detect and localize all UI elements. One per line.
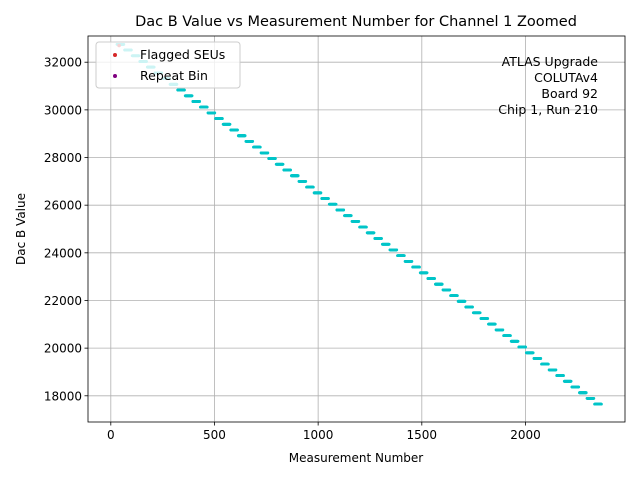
grid-lines: [88, 36, 625, 422]
data-point: [569, 379, 573, 383]
data-point: [342, 208, 346, 212]
data-point: [357, 219, 361, 223]
data-point: [266, 151, 270, 155]
data-point: [486, 317, 490, 320]
annotation-line-3: Board 92: [541, 86, 598, 101]
data-point: [327, 197, 330, 200]
y-axis-label: Dac B Value: [14, 193, 28, 265]
legend-label-repeat-bin: Repeat Bin: [140, 68, 208, 83]
data-point: [334, 202, 338, 206]
data-point: [311, 185, 315, 189]
data-point: [584, 391, 588, 395]
data-point: [501, 328, 505, 332]
data-point: [562, 374, 565, 377]
y-tick-label: 20000: [44, 342, 82, 356]
data-point: [281, 162, 285, 166]
data-point: [380, 237, 383, 240]
data-point: [220, 117, 224, 120]
data-point: [410, 259, 414, 263]
data-point: [205, 105, 209, 109]
data-point: [289, 168, 292, 172]
data-point: [478, 311, 482, 315]
data-point: [236, 128, 239, 132]
annotation-line-4: Chip 1, Run 210: [498, 102, 598, 117]
y-tick-label: 32000: [44, 56, 82, 70]
data-point: [372, 231, 376, 235]
data-point: [493, 322, 497, 326]
y-tick-label: 18000: [44, 389, 82, 403]
data-point: [539, 357, 543, 360]
data-point: [274, 157, 277, 160]
data-point: [471, 305, 474, 309]
data-point: [213, 111, 217, 115]
data-point: [319, 191, 323, 195]
legend: Flagged SEUs Repeat Bin: [95, 41, 241, 89]
data-point: [349, 214, 353, 218]
data-point: [258, 145, 262, 149]
data-point: [418, 265, 421, 269]
data-point: [365, 225, 368, 229]
data-point: [183, 88, 186, 92]
data-point: [190, 94, 194, 98]
data-point: [228, 122, 232, 126]
data-point: [455, 294, 459, 298]
y-tick-label: 28000: [44, 151, 82, 165]
data-point: [251, 140, 255, 143]
data-point: [509, 334, 512, 337]
data-point: [243, 134, 247, 138]
annotation-line-1: ATLAS Upgrade: [502, 54, 599, 69]
x-tick-label: 2000: [510, 428, 541, 442]
x-axis-label: Measurement Number: [289, 451, 423, 465]
data-point: [198, 100, 202, 103]
x-tick-label: 500: [203, 428, 226, 442]
legend-label-flagged-seus: Flagged SEUs: [140, 47, 225, 62]
axis-ticks: 0 500 1000 1500 2000 18000 20000 22000 24000 2600…: [44, 56, 541, 442]
legend-marker-repeat-bin: [113, 74, 117, 78]
legend-frame: [95, 41, 241, 89]
chart-title: Dac B Value vs Measurement Number for Ch…: [135, 14, 577, 30]
legend-marker-flagged-seus: [113, 53, 117, 57]
x-tick-label: 1500: [407, 428, 438, 442]
data-point: [395, 248, 399, 252]
data-point: [433, 277, 437, 280]
data-point: [425, 271, 429, 275]
x-tick-label: 0: [107, 428, 115, 442]
plot-frame: [87, 35, 626, 423]
y-tick-label: 26000: [44, 199, 82, 213]
y-tick-label: 22000: [44, 294, 82, 308]
data-point: [524, 345, 527, 349]
data-point: [402, 254, 406, 258]
data-point: [448, 288, 452, 292]
data-point: [304, 180, 308, 183]
x-tick-label: 1000: [303, 428, 334, 442]
data-point: [546, 362, 550, 366]
data-point: [463, 299, 467, 303]
annotation-box: ATLAS Upgrade COLUTAv4 Board 92 Chip 1, …: [498, 54, 598, 117]
data-point: [531, 351, 535, 355]
data-point: [440, 282, 444, 286]
y-tick-label: 30000: [44, 103, 82, 117]
data-point: [577, 385, 581, 389]
annotation-line-2: COLUTAv4: [534, 70, 598, 85]
data-point: [600, 402, 603, 406]
data-point: [296, 174, 300, 178]
data-point: [592, 397, 596, 400]
y-tick-label: 24000: [44, 246, 82, 260]
data-point: [554, 368, 558, 372]
data-point: [387, 242, 391, 246]
data-point: [516, 339, 520, 343]
